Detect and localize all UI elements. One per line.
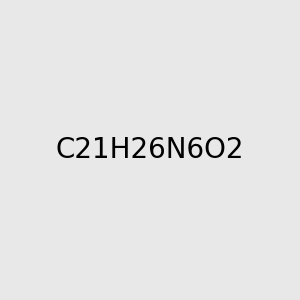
Text: C21H26N6O2: C21H26N6O2 — [56, 136, 244, 164]
